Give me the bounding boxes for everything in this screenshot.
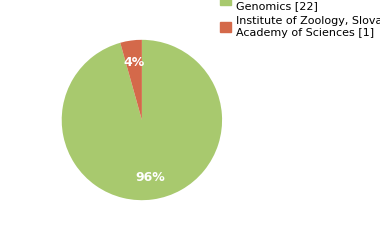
Legend: Centre for Biodiversity
Genomics [22], Institute of Zoology, Slovak
Academy of S: Centre for Biodiversity Genomics [22], I… bbox=[220, 0, 380, 38]
Text: 4%: 4% bbox=[124, 56, 145, 69]
Text: 96%: 96% bbox=[135, 171, 165, 184]
Wedge shape bbox=[62, 40, 222, 200]
Wedge shape bbox=[120, 40, 142, 120]
